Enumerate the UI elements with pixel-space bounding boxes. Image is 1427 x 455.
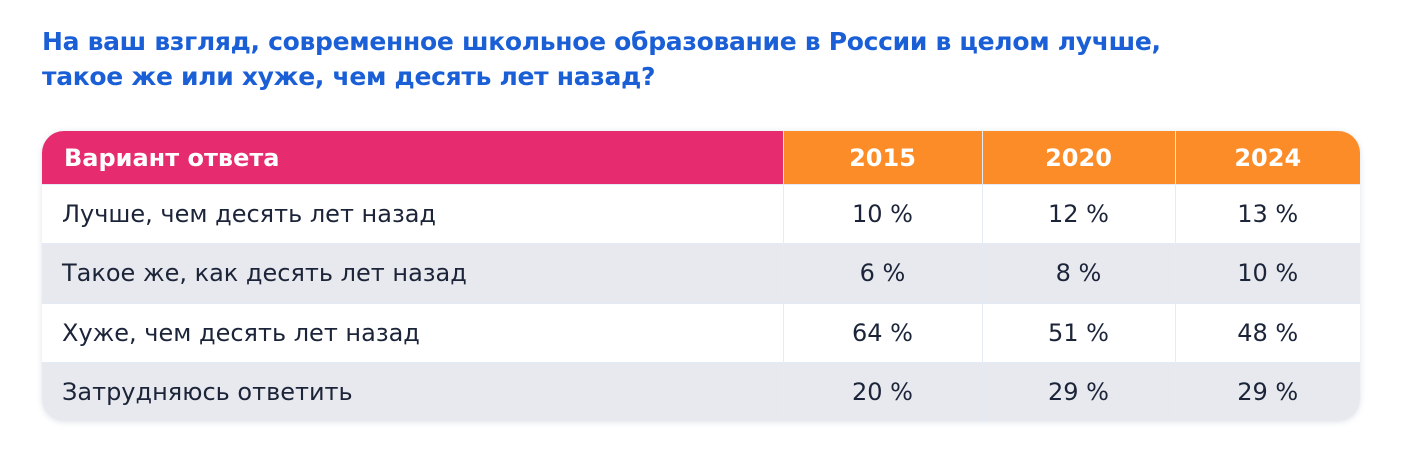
header-year-2015: 2015 — [782, 131, 983, 185]
cell-2024: 29 % — [1174, 361, 1360, 421]
cell-2015: 10 % — [782, 183, 983, 245]
row-label: Затрудняюсь ответить — [42, 361, 784, 421]
question-title: На ваш взгляд, современное школьное обра… — [42, 24, 1342, 94]
cell-2015: 64 % — [782, 302, 983, 363]
table-row: Лучше, чем десять лет назад 10 % 12 % 13… — [42, 183, 1360, 245]
header-year-2024: 2024 — [1174, 131, 1360, 185]
cell-2020: 29 % — [981, 361, 1176, 421]
table-row: Такое же, как десять лет назад 6 % 8 % 1… — [42, 243, 1360, 304]
cell-2024: 48 % — [1174, 302, 1360, 363]
cell-2020: 8 % — [981, 243, 1176, 304]
row-label: Хуже, чем десять лет назад — [42, 302, 784, 363]
cell-2015: 20 % — [782, 361, 983, 421]
table-row: Хуже, чем десять лет назад 64 % 51 % 48 … — [42, 302, 1360, 363]
cell-2020: 12 % — [981, 183, 1176, 245]
cell-2024: 10 % — [1174, 243, 1360, 304]
header-year-2020: 2020 — [981, 131, 1176, 185]
results-table: Вариант ответа 2015 2020 2024 Лучше, чем… — [42, 131, 1360, 421]
row-label: Лучше, чем десять лет назад — [42, 183, 784, 245]
row-label: Такое же, как десять лет назад — [42, 243, 784, 304]
header-answer-option: Вариант ответа — [42, 131, 784, 185]
cell-2024: 13 % — [1174, 183, 1360, 245]
title-line-2: такое же или хуже, чем десять лет назад? — [42, 62, 656, 91]
title-line-1: На ваш взгляд, современное школьное обра… — [42, 27, 1161, 56]
table-header-row: Вариант ответа 2015 2020 2024 — [42, 131, 1360, 185]
table-row: Затрудняюсь ответить 20 % 29 % 29 % — [42, 361, 1360, 421]
cell-2020: 51 % — [981, 302, 1176, 363]
cell-2015: 6 % — [782, 243, 983, 304]
